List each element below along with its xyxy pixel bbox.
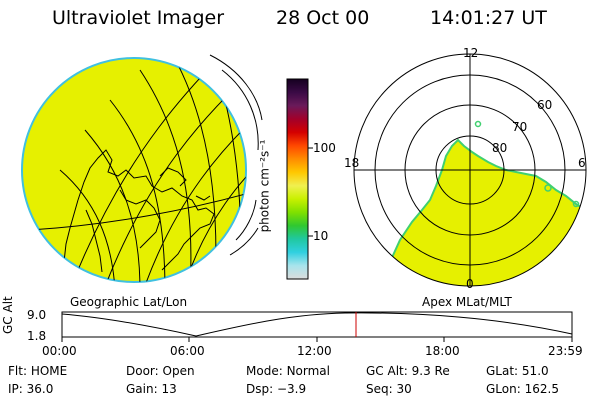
earth-disk <box>21 57 247 283</box>
mlt-label-0: 0 <box>466 277 474 291</box>
geographic-caption: Geographic Lat/Lon <box>70 295 188 309</box>
status-dsp: Dsp: −3.9 <box>246 382 307 396</box>
status-door: Door: Open <box>126 364 195 378</box>
mlt-label-18: 18 <box>344 156 360 170</box>
apex-image <box>353 53 587 287</box>
colorbar <box>286 78 313 280</box>
time-label: 14:01:27 UT <box>430 7 547 29</box>
colorbar-unit-label: photon cm⁻²s⁻¹ <box>257 139 272 233</box>
status-gc-alt: GC Alt: 9.3 Re <box>366 364 450 378</box>
mlat-label-70: 70 <box>512 120 528 134</box>
geo-grid <box>29 58 246 282</box>
timeline-ylabel: GC Alt <box>1 296 15 334</box>
status-flt: Flt: HOME <box>8 364 68 378</box>
timeline-xtick: 12:00 <box>297 344 332 358</box>
timeline-xtick: 06:00 <box>170 344 205 358</box>
status-mode: Mode: Normal <box>246 364 330 378</box>
instrument-title: Ultraviolet Imager <box>52 7 225 29</box>
altitude-curve <box>61 312 573 337</box>
polar-grid <box>353 53 587 287</box>
timeline-xtick: 23:59 <box>548 344 583 358</box>
status-glon: GLon: 162.5 <box>486 382 559 396</box>
timeline-xtick: 00:00 <box>42 344 77 358</box>
status-gain: Gain: 13 <box>126 382 177 396</box>
mlat-label-60: 60 <box>537 98 553 112</box>
limb-arcs <box>209 54 263 256</box>
altitude-timeline <box>61 311 573 342</box>
timeline-ytick-bottom: 1.8 <box>27 329 47 343</box>
timeline-ytick-top: 9.0 <box>27 308 47 322</box>
colorbar-label-100: 100 <box>313 141 336 155</box>
status-glat: GLat: 51.0 <box>486 364 549 378</box>
geographic-image <box>21 54 263 283</box>
coastline <box>63 149 215 281</box>
mlt-label-12: 12 <box>463 46 479 60</box>
timeline-xtick: 18:00 <box>425 344 460 358</box>
mlt-label-6: 6 <box>578 156 586 170</box>
mlat-label-80: 80 <box>492 141 508 155</box>
date-label: 28 Oct 00 <box>276 7 370 29</box>
status-ip: IP: 36.0 <box>8 382 54 396</box>
colorbar-label-10: 10 <box>313 229 329 243</box>
apex-caption: Apex MLat/MLT <box>422 295 512 309</box>
status-seq: Seq: 30 <box>366 382 412 396</box>
